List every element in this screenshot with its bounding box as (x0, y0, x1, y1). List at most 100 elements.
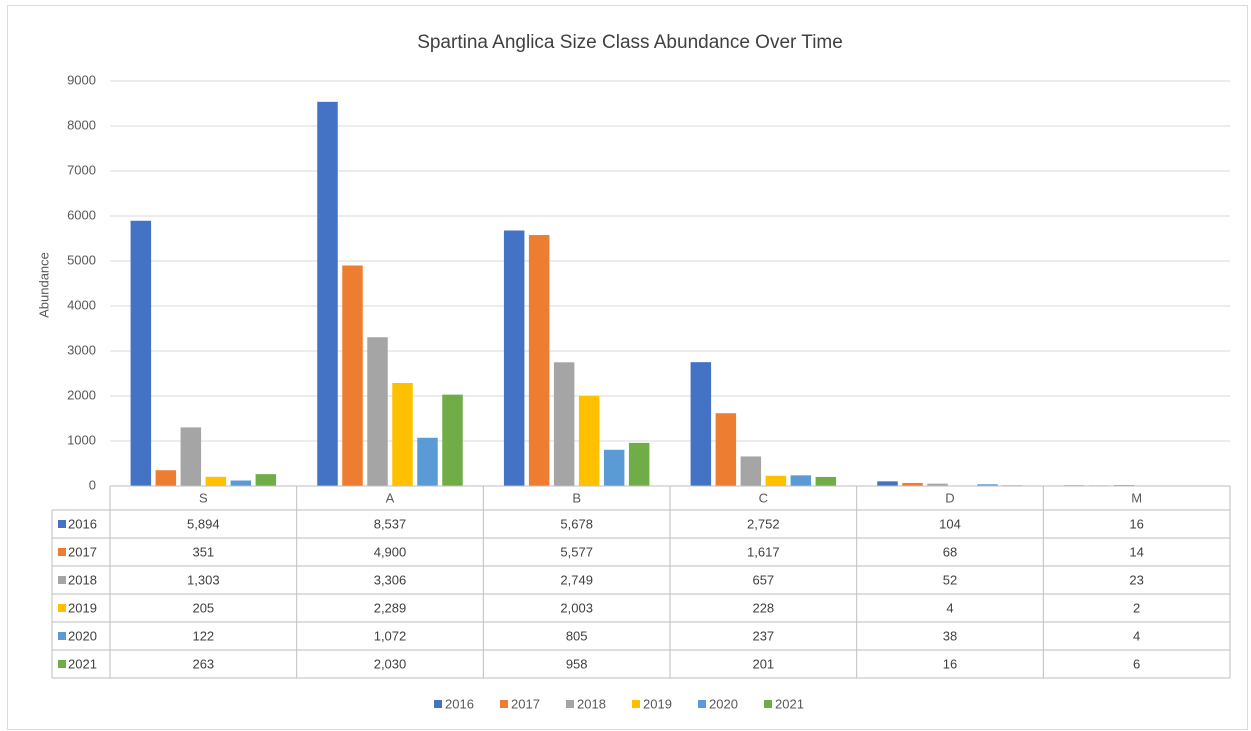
table-cell: 237 (752, 628, 774, 643)
table-cell: 16 (943, 656, 957, 671)
table-cell: 16 (1129, 516, 1143, 531)
y-tick-label: 3000 (67, 342, 96, 357)
bar (690, 362, 712, 486)
x-tick-label: S (199, 490, 208, 505)
bar (927, 483, 948, 486)
table-cell: 2,030 (374, 656, 407, 671)
table-cell: 3,306 (374, 572, 407, 587)
bar (503, 230, 525, 486)
table-cell: 958 (566, 656, 588, 671)
table-cell: 5,894 (187, 516, 220, 531)
bar (715, 413, 737, 486)
bar (155, 470, 177, 486)
table-legend-key (58, 520, 66, 528)
table-cell: 4 (946, 600, 953, 615)
legend-key (500, 700, 508, 708)
table-cell: 122 (192, 628, 214, 643)
bar (603, 449, 625, 486)
table-cell: 8,537 (374, 516, 407, 531)
legend-label: 2021 (775, 696, 804, 711)
table-cell: 2,289 (374, 600, 407, 615)
y-tick-label: 9000 (67, 72, 96, 87)
table-cell: 38 (943, 628, 957, 643)
x-tick-label: B (572, 490, 581, 505)
bar (877, 481, 898, 486)
table-cell: 5,678 (560, 516, 593, 531)
legend-key (698, 700, 706, 708)
table-series-name: 2021 (68, 656, 97, 671)
table-series-name: 2017 (68, 544, 97, 559)
bar (977, 484, 998, 486)
y-tick-label: 4000 (67, 297, 96, 312)
bar (902, 482, 923, 486)
bar (790, 475, 812, 486)
legend-label: 2020 (709, 696, 738, 711)
bar (342, 265, 363, 486)
bar (130, 220, 152, 486)
table-cell: 2,752 (747, 516, 780, 531)
legend-key (632, 700, 640, 708)
bar (205, 476, 227, 486)
bar (442, 394, 463, 486)
bar (628, 442, 650, 486)
x-tick-label: D (945, 490, 954, 505)
bar (528, 235, 550, 486)
y-tick-label: 5000 (67, 252, 96, 267)
table-cell: 1,617 (747, 544, 780, 559)
table-cell: 23 (1129, 572, 1143, 587)
table-legend-key (58, 548, 66, 556)
table-cell: 2,003 (560, 600, 593, 615)
bar (1113, 484, 1135, 486)
bar (417, 437, 438, 486)
y-tick-label: 6000 (67, 207, 96, 222)
legend-key (764, 700, 772, 708)
table-cell: 351 (192, 544, 214, 559)
table-cell: 14 (1129, 544, 1143, 559)
bar (180, 427, 202, 486)
table-legend-key (58, 576, 66, 584)
table-cell: 1,303 (187, 572, 220, 587)
y-tick-label: 8000 (67, 117, 96, 132)
chart-border (7, 5, 1248, 730)
bar (740, 456, 762, 486)
table-cell: 657 (752, 572, 774, 587)
legend-label: 2016 (445, 696, 474, 711)
bar (578, 395, 600, 486)
table-legend-key (58, 632, 66, 640)
table-cell: 263 (192, 656, 214, 671)
table-series-name: 2018 (68, 572, 97, 587)
y-axis-label: Abundance (36, 252, 51, 318)
legend-label: 2017 (511, 696, 540, 711)
bar (367, 337, 388, 486)
legend-key (566, 700, 574, 708)
table-cell: 4 (1133, 628, 1140, 643)
bar (815, 476, 837, 486)
table-cell: 2 (1133, 600, 1140, 615)
table-series-name: 2016 (68, 516, 97, 531)
bar (317, 101, 338, 487)
y-tick-label: 7000 (67, 162, 96, 177)
legend-label: 2019 (643, 696, 672, 711)
table-cell: 201 (752, 656, 774, 671)
bar (553, 362, 575, 486)
table-cell: 5,577 (560, 544, 593, 559)
table-legend-key (58, 604, 66, 612)
y-tick-label: 2000 (67, 387, 96, 402)
table-legend-key (58, 660, 66, 668)
table-cell: 228 (752, 600, 774, 615)
y-tick-label: 1000 (67, 432, 96, 447)
table-series-name: 2020 (68, 628, 97, 643)
table-cell: 2,749 (560, 572, 593, 587)
table-cell: 805 (566, 628, 588, 643)
bar (392, 382, 413, 486)
table-cell: 4,900 (374, 544, 407, 559)
legend-label: 2018 (577, 696, 606, 711)
bar (255, 474, 277, 486)
table-cell: 52 (943, 572, 957, 587)
table-cell: 6 (1133, 656, 1140, 671)
bar (765, 475, 787, 486)
legend-key (434, 700, 442, 708)
table-cell: 104 (939, 516, 961, 531)
table-cell: 1,072 (374, 628, 407, 643)
